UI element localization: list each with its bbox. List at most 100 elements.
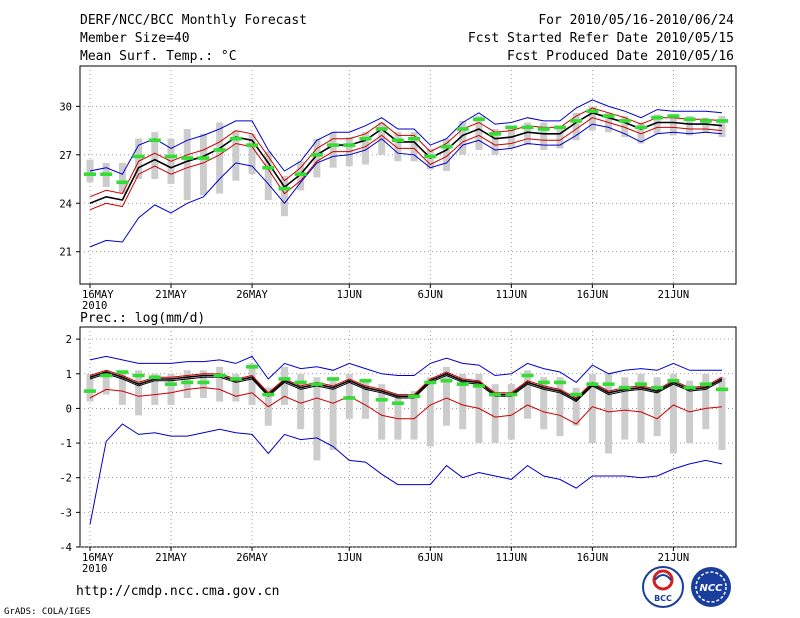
forecast-period: For 2010/05/16-2010/06/24 [538, 13, 734, 28]
prec-spread-bar [135, 370, 143, 416]
prec-observed-marker [489, 392, 502, 397]
prec-observed-marker [586, 382, 599, 386]
temp-observed-marker [148, 138, 161, 143]
prec-observed-marker [505, 392, 518, 397]
prec-spread-bar [86, 373, 94, 402]
temp-observed-marker [165, 154, 178, 159]
prec-spread-bar [540, 377, 548, 430]
prec-observed-marker [408, 394, 421, 399]
prec-ytick-label: 1 [66, 369, 72, 381]
temp-spread-bar [653, 114, 661, 134]
temp-observed-marker [359, 136, 372, 141]
prec-observed-marker [278, 377, 291, 381]
temp-observed-marker [553, 125, 566, 130]
temp-series-lower-inner [89, 117, 723, 211]
temp-spread-bar [572, 112, 580, 141]
precip-panel-title: Prec.: log(mm/d) [80, 311, 205, 326]
prec-observed-marker [537, 380, 550, 385]
prec-observed-marker [456, 382, 469, 386]
temp-xtick-label: 11JUN [496, 289, 528, 301]
temp-observed-marker [505, 125, 518, 130]
start-refer-date: Fcst Started Refer Date 2010/05/15 [468, 31, 734, 46]
temp-spread-bar [556, 125, 564, 149]
prec-spread-bar [232, 373, 240, 402]
temp-xtick-label: 1JUN [337, 289, 362, 301]
prec-observed-marker [651, 385, 664, 390]
prec-observed-marker [343, 396, 356, 400]
temp-spread-bar [216, 122, 224, 194]
prec-spread-bar [572, 387, 580, 426]
temp-spread-bar [394, 132, 402, 162]
prec-observed-marker [716, 387, 728, 392]
prec-spread-bar [426, 377, 434, 447]
prec-spread-bar [653, 377, 661, 437]
temp-observed-marker [327, 143, 340, 147]
prec-spread-bar [669, 373, 677, 454]
prec-xtick-label: 26MAY [236, 552, 268, 564]
temperature-grid [80, 66, 736, 284]
prec-observed-marker [165, 382, 178, 386]
temp-spread-bar [151, 132, 159, 180]
prec-observed-marker [570, 392, 583, 397]
temp-observed-marker [716, 119, 728, 123]
prec-observed-marker [667, 378, 680, 383]
temp-observed-marker [343, 143, 356, 147]
temp-observed-marker [618, 119, 631, 123]
prec-ytick-label: -3 [59, 507, 72, 519]
temp-spread-bar [459, 120, 467, 155]
temp-observed-marker [181, 156, 194, 160]
prec-observed-marker [634, 382, 647, 386]
temp-xtick-label: 16JUN [577, 289, 609, 301]
prec-observed-marker [116, 370, 129, 374]
prec-spread-bar [702, 373, 710, 430]
temp-observed-marker [310, 153, 323, 157]
prec-observed-marker [424, 380, 437, 385]
temp-xtick-year: 2010 [82, 300, 107, 312]
produced-date: Fcst Produced Date 2010/05/16 [507, 49, 734, 64]
precipitation-observed-markers [84, 365, 728, 406]
prec-observed-marker [100, 373, 113, 378]
temp-spread-bar [135, 138, 143, 180]
temp-observed-marker [391, 138, 404, 143]
prec-spread-bar [443, 366, 451, 426]
temp-spread-bar [669, 114, 677, 136]
temp-observed-marker [375, 127, 388, 131]
prec-spread-bar [297, 373, 305, 430]
temp-observed-marker [489, 132, 502, 136]
prec-observed-marker [181, 380, 194, 385]
prec-spread-bar [102, 370, 110, 395]
temp-observed-marker [570, 119, 583, 123]
precipitation-series-lines [89, 355, 723, 525]
bcc-logo: BCC [642, 566, 684, 608]
prec-observed-marker [618, 385, 631, 390]
prec-spread-bar [605, 373, 613, 454]
prec-observed-marker [375, 397, 388, 402]
prec-observed-marker [213, 373, 226, 378]
temp-observed-marker [472, 117, 485, 122]
prec-xtick-label: 21JUN [658, 552, 690, 564]
temp-observed-marker [100, 172, 113, 176]
temp-observed-marker [84, 172, 96, 176]
temp-observed-marker [440, 144, 453, 149]
prec-observed-marker [310, 382, 323, 386]
ncc-logo: NCC [691, 567, 731, 607]
temp-ytick-label: 27 [59, 150, 72, 162]
variable-label: Mean Surf. Temp.: °C [80, 49, 237, 64]
temp-ytick-label: 24 [59, 198, 72, 210]
prec-spread-bar [524, 370, 532, 419]
prec-xtick-label: 16JUN [577, 552, 609, 564]
temp-observed-marker [132, 154, 145, 159]
prec-spread-bar [167, 373, 175, 405]
temp-spread-bar [621, 116, 629, 138]
prec-observed-marker [472, 384, 485, 388]
prec-xtick-year: 2010 [82, 563, 107, 575]
prec-spread-bar [621, 377, 629, 440]
prec-xtick-label: 1JUN [337, 552, 362, 564]
temp-spread-bar [118, 162, 126, 194]
chart-title: DERF/NCC/BCC Monthly Forecast [80, 13, 307, 28]
grads-credit: GrADS: COLA/IGES [4, 607, 91, 617]
temp-spread-bar [686, 116, 694, 136]
